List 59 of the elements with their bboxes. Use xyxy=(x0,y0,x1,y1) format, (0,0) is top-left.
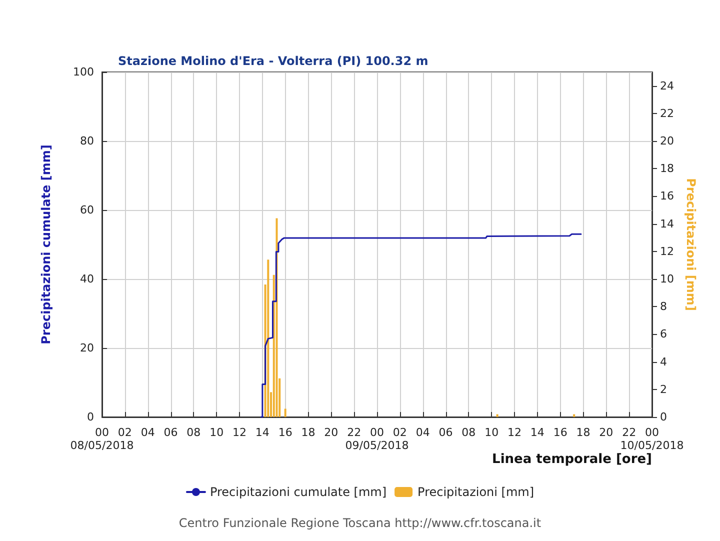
x-tick-label: 12 xyxy=(508,426,522,439)
y2-tick-label: 14 xyxy=(660,217,674,230)
x-tick-label: 00 xyxy=(645,426,659,439)
x-tick-label: 10 xyxy=(210,426,224,439)
y-tick-label: 80 xyxy=(80,134,94,148)
text: Centro Funzionale Regione Toscana http://www.cfr.toscana.it xyxy=(178,516,542,530)
x-tick-label: 12 xyxy=(232,426,246,439)
x-tick-label: 08 xyxy=(186,426,201,439)
x2-tick-label: 10/05/2018 xyxy=(620,439,684,452)
bar xyxy=(267,260,270,417)
x-tick-label: 00 xyxy=(95,426,109,439)
y2-tick-label: 6 xyxy=(660,328,667,341)
y2-tick-label: 4 xyxy=(660,355,667,368)
y-tick-label: 20 xyxy=(80,342,94,354)
x2-tick-label: 08/05/2018 xyxy=(70,439,134,452)
x-tick-label: 16 xyxy=(278,426,292,439)
x-tick-label: 06 xyxy=(164,426,178,439)
x-tick-label: 10 xyxy=(484,426,499,439)
x-axis-title: Linea temporale [ore] xyxy=(492,452,652,467)
bar xyxy=(573,414,576,417)
x-tick-label: 20 xyxy=(324,426,338,439)
y2-tick-label: 24 xyxy=(660,79,674,92)
x-tick-label: 04 xyxy=(140,426,155,439)
y-axis-title: Precipitazioni cumulate [mm] xyxy=(39,144,53,344)
y2-tick-label: 22 xyxy=(660,106,674,120)
x-tick-label: 18 xyxy=(301,426,316,439)
x-tick-label: 08 xyxy=(462,426,476,439)
legend-label: Precipitazioni cumulate [mm] xyxy=(210,485,387,499)
y-tick-label: 60 xyxy=(80,204,94,216)
x-tick-label: 20 xyxy=(599,426,614,439)
y2-tick-label: 8 xyxy=(660,300,667,314)
y2-tick-label: 20 xyxy=(660,134,674,148)
x-tick-label: 14 xyxy=(530,426,544,439)
y2-tick-label: 18 xyxy=(660,162,674,176)
x-tick-label: 22 xyxy=(347,426,362,439)
x-tick-label: 02 xyxy=(118,426,132,439)
x-tick-label: 00 xyxy=(370,426,384,439)
x-tick-label: 14 xyxy=(255,426,270,439)
x-tick-label: 18 xyxy=(576,426,590,439)
x-tick-label: 16 xyxy=(553,426,568,439)
x-tick-label: 22 xyxy=(622,426,636,439)
x-tick-label: 06 xyxy=(438,426,453,439)
x-tick-label: 02 xyxy=(392,426,407,439)
y2-tick-label: 12 xyxy=(660,244,674,258)
x2-tick-label: 09/05/2018 xyxy=(345,439,409,452)
y-tick-label: 100 xyxy=(73,66,94,78)
y2-tick-label: 16 xyxy=(660,190,674,203)
bar xyxy=(284,408,286,417)
bar xyxy=(496,414,498,417)
y2-tick-label: 2 xyxy=(660,382,667,396)
x-tick-label: 04 xyxy=(416,426,430,439)
y2-axis-title: Precipitazioni [mm] xyxy=(684,178,698,311)
legend-label: Precipitazioni [mm] xyxy=(418,485,534,499)
y-tick-label: 0 xyxy=(87,410,94,424)
chart-title: Stazione Molino d'Era - Volterra (PI) 100.32 m xyxy=(118,54,428,68)
y2-tick-label: 0 xyxy=(660,410,667,424)
y2-tick-label: 10 xyxy=(660,272,674,286)
line-series xyxy=(260,233,582,418)
y-tick-label: 40 xyxy=(80,272,94,286)
